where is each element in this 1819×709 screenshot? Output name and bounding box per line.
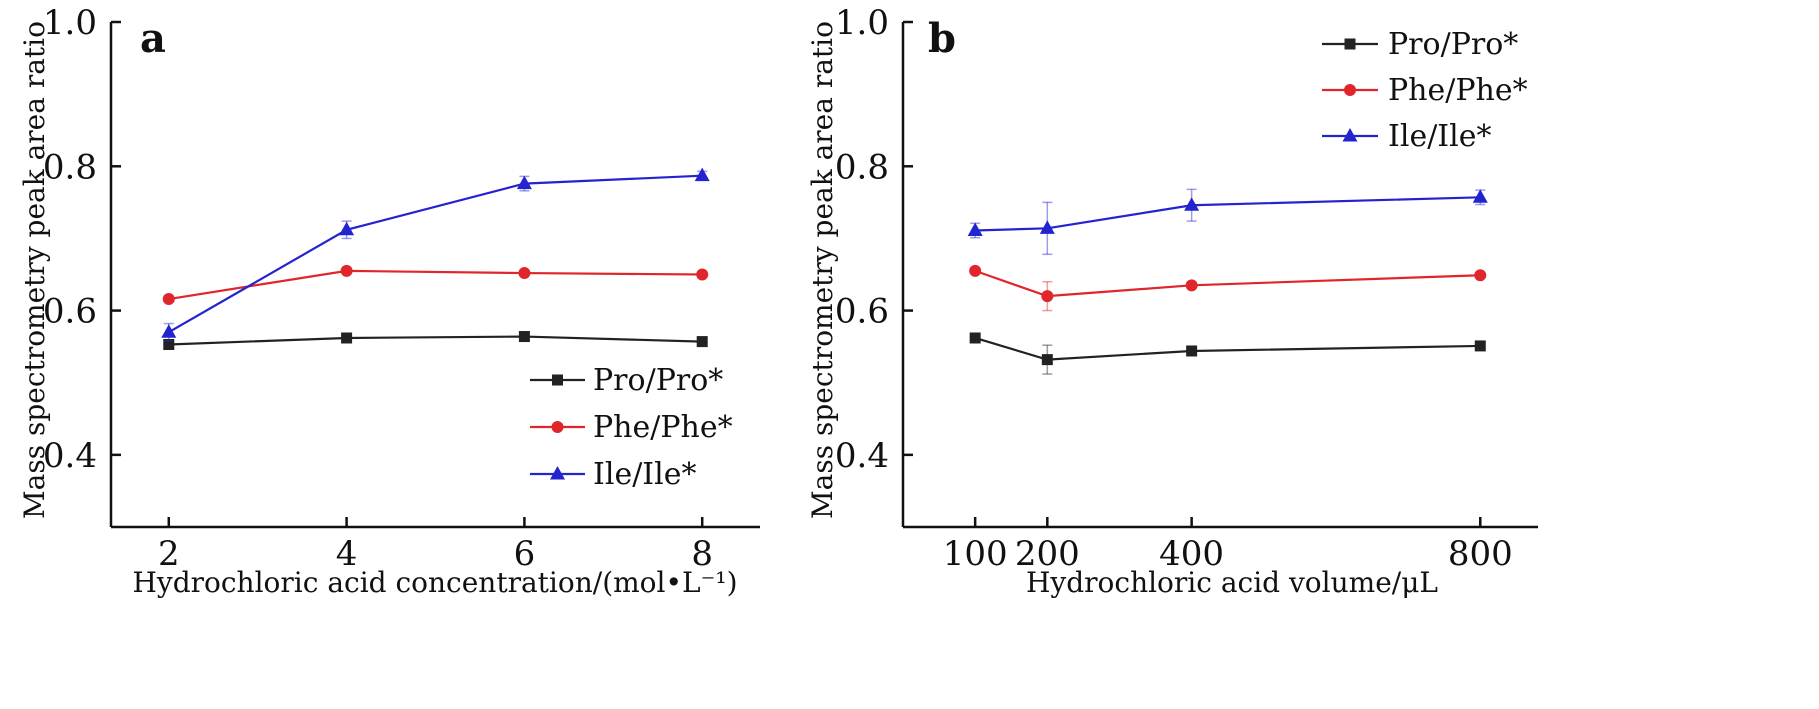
panel-a-ile-ile-marker [161, 324, 177, 338]
panel-a-y-axis-title: Mass spectrometry peak area ratio [18, 21, 51, 519]
panel-a-legend-item-ile-ile: Ile/Ile* [530, 457, 697, 492]
panel-b-phe-phe-marker [1474, 269, 1487, 282]
panel-b-phe-phe-series-line [974, 269, 1481, 298]
panel-b-ile-ile-marker [1184, 197, 1200, 211]
panel-b-y-tick-label: 0.8 [835, 147, 889, 187]
panel-b-ile-ile-marker [1039, 220, 1055, 234]
panel-b-legend-item-pro-pro: Pro/Pro* [1322, 27, 1518, 62]
panel-b-legend-marker [1344, 84, 1356, 96]
panel-a-ile-ile-marker [516, 175, 532, 190]
panel-a-x-tick-label: 6 [514, 534, 536, 574]
panel-a-phe-phe-marker [340, 264, 353, 277]
panel-a-x-axis-title: Hydrochloric acid concentration/(mol•L⁻¹… [132, 566, 737, 599]
panel-b-pro-pro-marker [1474, 340, 1486, 352]
panel-b-y-axis-title: Mass spectrometry peak area ratio [806, 21, 839, 519]
panel-b-phe-phe-marker [1041, 290, 1054, 303]
panel-a-plot-area: 0.4 0.6 0.8 1.0 2 4 6 8 Pro/Pro* Phe/Phe* Ile/Ile* [43, 3, 760, 574]
panel-b-y-tick-label: 0.6 [835, 292, 889, 332]
panel-a-legend-marker [550, 466, 565, 480]
panel-b-phe-phe-marker [1185, 279, 1198, 292]
panel-b-ile-ile-marker [1472, 189, 1488, 203]
panel-a-y-axis-title-wrap: Mass spectrometry peak area ratio [18, 21, 51, 519]
panel-a-y-tick-label: 0.8 [43, 147, 97, 187]
panel-a-y-tick-label: 0.4 [43, 436, 97, 476]
panel-a-pro-pro-series-line [168, 335, 703, 346]
panel-a-y-tick-label: 1.0 [43, 3, 97, 43]
panel-a-x-tick-label: 4 [336, 534, 358, 574]
panel-b-legend-item-phe-phe: Phe/Phe* [1322, 73, 1528, 108]
panel-a-x-tick-label: 8 [691, 534, 713, 574]
panel-a-ile-ile-marker [694, 167, 710, 182]
panel-b-x-tick-label: 100 [943, 534, 1008, 574]
panel-a-pro-pro-marker [341, 332, 353, 344]
panel-a-legend-label: Pro/Pro* [593, 363, 723, 398]
panel-b-phe-phe-marker [969, 264, 982, 277]
panel-b-y-tick-label: 1.0 [835, 3, 889, 43]
panel-b-legend-marker [1342, 128, 1358, 142]
panel-b-legend-marker [1344, 38, 1356, 50]
panel-a-phe-phe-series-line [168, 269, 703, 301]
panel-b-pro-pro-marker [1041, 354, 1053, 366]
panel-b-y-tick-label: 0.4 [835, 436, 889, 476]
panel-a-y-tick-label: 0.6 [43, 292, 97, 332]
panel-a-legend-marker [551, 421, 564, 433]
panel-b: b Mass spectrometry peak area ratio Hydr… [806, 3, 1538, 599]
panel-a-label: a [140, 15, 166, 62]
panel-b-pro-pro-series-line [974, 336, 1481, 361]
panel-b-legend-label: Ile/Ile* [1388, 119, 1492, 154]
panel-b-ile-ile-marker [967, 222, 983, 236]
panel-a-pro-pro-marker [518, 331, 530, 343]
panel-b-x-axis-title: Hydrochloric acid volume/μL [1026, 566, 1438, 599]
panel-b-legend-label: Pro/Pro* [1388, 27, 1518, 62]
panel-a-phe-phe-marker [518, 267, 531, 280]
panel-b-x-tick-label: 400 [1159, 534, 1224, 574]
panel-b-label: b [928, 15, 956, 62]
panel-b-x-tick-label: 800 [1448, 534, 1513, 574]
panel-a: a Mass spectrometry peak area ratio Hydr… [18, 3, 760, 599]
panel-a-phe-phe-marker [162, 293, 175, 306]
panel-a-legend-marker [552, 374, 563, 386]
panel-b-y-axis-title-wrap: Mass spectrometry peak area ratio [806, 21, 839, 519]
panel-a-phe-phe-marker [696, 268, 709, 281]
panel-b-x-tick-label: 200 [1015, 534, 1080, 574]
panel-b-pro-pro-marker [969, 332, 981, 344]
panel-a-legend-label: Phe/Phe* [593, 410, 733, 445]
panel-b-pro-pro-marker [1186, 345, 1198, 357]
panel-a-ile-ile-marker [339, 221, 355, 236]
panel-a-pro-pro-marker [163, 338, 175, 350]
panel-b-ile-ile-series-line [975, 196, 1481, 232]
panel-b-legend-item-ile-ile: Ile/Ile* [1322, 119, 1492, 154]
panel-a-ile-ile-series-line [168, 174, 703, 334]
panel-a-x-tick-label: 2 [158, 534, 180, 574]
panel-a-pro-pro-marker [696, 336, 708, 348]
panel-a-legend-label: Ile/Ile* [593, 457, 697, 492]
panel-a-legend-item-phe-phe: Phe/Phe* [530, 410, 733, 445]
panel-b-legend-label: Phe/Phe* [1388, 73, 1528, 108]
panel-b-plot-area: 0.4 0.6 0.8 1.0 100 200 400 800 Pro/Pro* Phe/Phe*… [835, 3, 1538, 574]
panel-a-legend-item-pro-pro: Pro/Pro* [530, 363, 723, 398]
